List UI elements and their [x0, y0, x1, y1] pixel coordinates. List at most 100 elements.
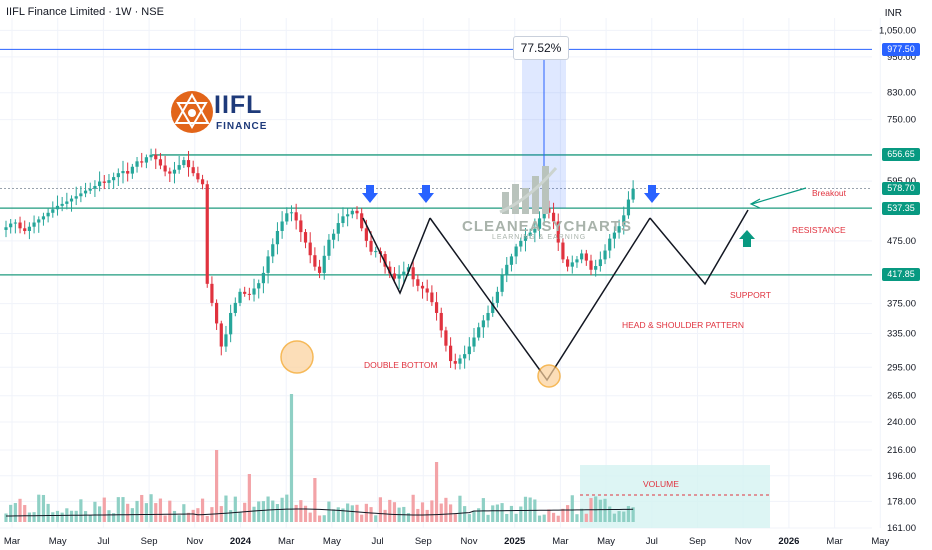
volume-bar: [346, 503, 350, 522]
volume-bar: [158, 498, 163, 522]
candle-body: [566, 259, 570, 267]
x-tick-label: May: [871, 536, 889, 547]
volume-bar: [350, 505, 354, 522]
x-tick-label: Mar: [826, 536, 842, 547]
currency-label: INR: [884, 8, 902, 19]
candle-body: [458, 358, 462, 364]
volume-bar: [360, 514, 364, 522]
candle-body: [229, 312, 233, 335]
x-tick-label: 2026: [778, 536, 799, 547]
volume-bar: [266, 496, 270, 522]
candle-body: [83, 190, 88, 194]
volume-bar: [369, 507, 373, 522]
candle-body: [4, 227, 8, 230]
price-tag: 977.50: [882, 42, 920, 56]
volume-bar: [374, 515, 378, 522]
volume-bar: [327, 501, 331, 522]
candle-body: [523, 235, 528, 241]
volume-bar: [481, 498, 485, 522]
volume-bar: [69, 510, 74, 522]
volume-bar: [88, 514, 92, 522]
volume-bar: [107, 510, 111, 522]
x-axis: Mar May Jul Sep Nov 2024 Mar May Jul Sep Nov 2025 Ma…: [4, 536, 890, 547]
candle-body: [383, 254, 387, 267]
candle-body: [93, 186, 97, 189]
candle-body: [154, 154, 158, 160]
y-tick-label: 475.00: [887, 236, 916, 247]
candle-body: [392, 273, 397, 279]
candle-body: [27, 226, 31, 231]
measure-percent-label: 77.52%: [513, 36, 569, 60]
volume-bar: [341, 508, 345, 522]
volume-bar: [257, 501, 261, 522]
candle-body: [360, 213, 364, 229]
candle-body: [182, 160, 186, 166]
volume-bar: [467, 514, 471, 522]
candle-body: [509, 256, 514, 265]
volume-bar: [243, 502, 247, 522]
volume-bar: [83, 511, 88, 522]
price-tag: 417.85: [882, 268, 920, 282]
y-tick-label: 830.00: [887, 88, 916, 99]
candle-body: [369, 240, 373, 252]
candle-body: [346, 214, 350, 217]
x-tick-label: Sep: [141, 536, 158, 547]
volume-bar: [224, 495, 228, 522]
volume-bar: [154, 503, 158, 522]
candle-body: [519, 240, 523, 247]
candle-body: [205, 184, 209, 284]
volume-bar: [252, 506, 256, 522]
candles: [4, 148, 635, 370]
volume-bar: [13, 503, 17, 522]
y-tick-label: 1,050.00: [879, 25, 916, 36]
volume-bar: [116, 497, 120, 522]
volume-bar: [102, 497, 106, 522]
candle-body: [135, 161, 139, 167]
volume-bar: [509, 505, 514, 522]
candle-body: [112, 177, 116, 181]
volume-bar: [205, 515, 209, 522]
candle-body: [598, 259, 602, 267]
candle-body: [528, 232, 532, 236]
candle-body: [219, 323, 223, 347]
candle-body: [247, 293, 251, 295]
candle-body: [69, 198, 74, 202]
volume-bar: [500, 503, 504, 522]
candle-body: [364, 228, 368, 241]
volume-bar: [271, 500, 275, 522]
volume-bar: [463, 506, 467, 522]
candle-body: [308, 242, 312, 256]
price-tag: 537.35: [882, 201, 920, 215]
candle-body: [285, 213, 289, 222]
candle-body: [467, 346, 471, 355]
candle-body: [163, 165, 167, 172]
candle-body: [116, 173, 120, 178]
volume-bar: [168, 500, 172, 522]
candle-body: [561, 242, 565, 260]
up-arrow-icon: [739, 230, 755, 247]
candle-body: [472, 337, 476, 347]
candle-body: [425, 288, 429, 293]
volume-bar: [135, 500, 139, 522]
volume-bar: [280, 497, 284, 522]
candle-body: [477, 327, 481, 338]
watermark-name: CLEANEASYCHARTS: [462, 218, 633, 235]
candle-body: [144, 157, 148, 163]
x-tick-label: May: [49, 536, 67, 547]
logo-subtitle: FINANCE: [216, 121, 268, 132]
volume-bar: [74, 510, 78, 522]
volume-bar: [46, 503, 50, 522]
candle-body: [397, 274, 401, 279]
volume-bar: [598, 499, 602, 522]
candle-body: [439, 312, 443, 331]
down-arrow-icon: [644, 185, 660, 203]
candle-body: [79, 193, 83, 197]
volume-bar: [566, 505, 570, 522]
breakout-label: Breakout: [812, 188, 847, 198]
volume-bar: [317, 515, 322, 522]
y-axis: 1,050.00 950.00 830.00 750.00 595.00 475.00 37…: [879, 25, 916, 534]
candle-body: [294, 212, 298, 221]
volume-label: VOLUME: [643, 479, 679, 489]
x-tick-label: Sep: [689, 536, 706, 547]
